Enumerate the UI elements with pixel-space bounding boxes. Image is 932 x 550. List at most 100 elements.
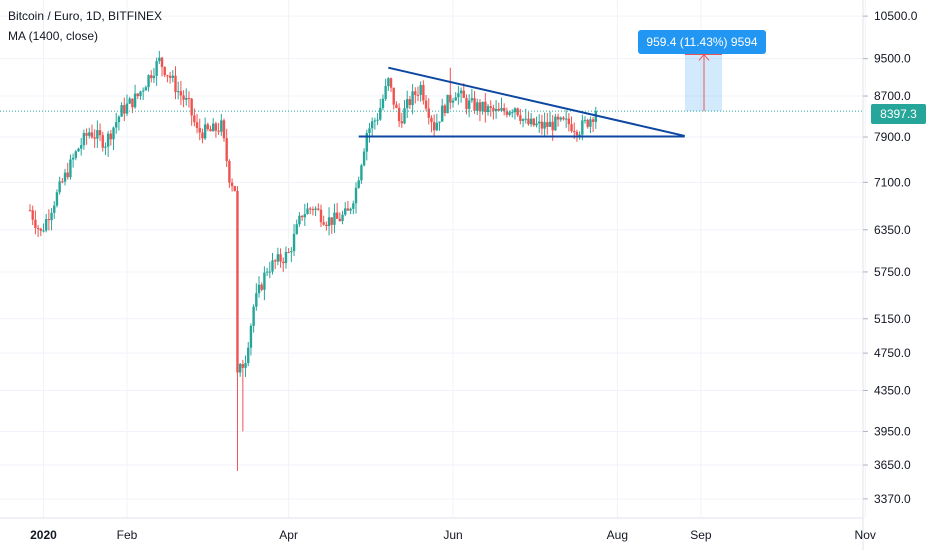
candle-body [521,119,525,121]
time-tick-label: Apr [279,528,298,542]
candle-body [562,117,565,120]
candle-body [123,105,126,114]
candle-body [403,108,406,124]
candle-body [427,108,430,118]
candle-body [578,134,581,136]
candle-body [481,101,484,112]
candle-body [311,209,315,211]
candle-body [212,123,215,132]
candle-body [473,98,476,111]
candle-body [171,75,175,78]
candle-body [249,325,253,348]
candle-body [419,85,422,95]
candle-body [546,122,549,127]
time-tick-label: 2020 [30,528,57,542]
candle-body [282,261,285,264]
candle-body [449,94,452,103]
candle-body [451,100,455,103]
candle-body [82,133,86,146]
candle-body [96,130,99,139]
candle-body [317,208,320,210]
candle-body [497,108,501,111]
candle-body [543,122,546,129]
candle-body [430,117,433,123]
candle-body [400,121,404,124]
candle-body [185,97,188,100]
candle-body [93,137,96,139]
time-tick-label: Aug [607,528,628,542]
candle-body [131,98,134,108]
candle-body [435,122,439,131]
candle-body [228,160,231,183]
candle-body [292,233,296,252]
candle-body [575,131,579,136]
candle-body [201,132,204,139]
candle-body [150,75,153,79]
price-axis[interactable]: 10500.0 9500.0 8700.0 7900.0 7100.0 6350.0 575… [863,9,918,506]
candle-body [325,224,328,227]
candle-body [330,217,333,225]
candle-body [564,118,568,120]
candle-body [101,135,104,148]
time-tick-label: Feb [117,528,138,542]
candle-body [55,192,59,206]
candle-body [152,75,156,79]
candle-body [42,230,45,232]
candle-body [500,107,503,111]
candle-body [314,208,317,210]
candle-body [279,254,282,262]
candle-body [511,112,514,114]
candle-body [133,93,137,108]
candle-body [405,99,409,109]
candle-body [88,132,91,136]
candle-body [298,215,301,225]
candle-body [206,124,210,130]
candle-body [381,98,385,109]
time-axis[interactable]: 2020 Feb Apr Jun Aug Sep Nov [30,528,876,542]
candle-body [519,115,522,121]
candle-body [225,138,228,161]
candle-body [368,128,371,133]
candle-body [373,120,377,122]
candle-body [63,172,67,182]
candle-body [346,208,350,211]
price-tick-label: 4350.0 [874,383,911,397]
descending-trendline[interactable] [388,66,685,137]
price-tick-label: 3650.0 [874,458,911,472]
candle-body [295,224,298,234]
candle-body [446,94,449,114]
candle-body [581,120,584,135]
measure-label: 959.4 (11.43%) 9594 [638,30,766,54]
candle-body [551,121,554,131]
candle-body [195,122,199,128]
candle-body [268,271,271,273]
candle-body [387,78,390,87]
candle-body [238,364,242,373]
candle-body [90,132,94,138]
candle-body [290,251,293,253]
candle-body [47,219,51,221]
candle-body [44,219,48,231]
candle-body [193,115,196,123]
candle-body [166,75,169,77]
candle-body [168,75,172,78]
candle-body [263,272,266,290]
candle-body [384,86,387,99]
candle-body [338,218,342,222]
candle-body [300,215,304,218]
candle-body [462,90,465,98]
symbol-title: Bitcoin / Euro, 1D, BITFINEX [8,9,163,23]
candle-body [230,182,234,187]
candlestick-series [28,50,597,471]
candle-body [260,284,263,290]
candle-body [287,252,290,254]
candle-body [457,93,460,98]
candle-body [441,105,444,122]
candle-body [476,102,479,111]
candle-body [583,119,587,121]
candle-body [98,130,102,136]
candle-body [187,97,191,99]
candle-body [85,133,88,136]
candle-body [265,271,269,273]
